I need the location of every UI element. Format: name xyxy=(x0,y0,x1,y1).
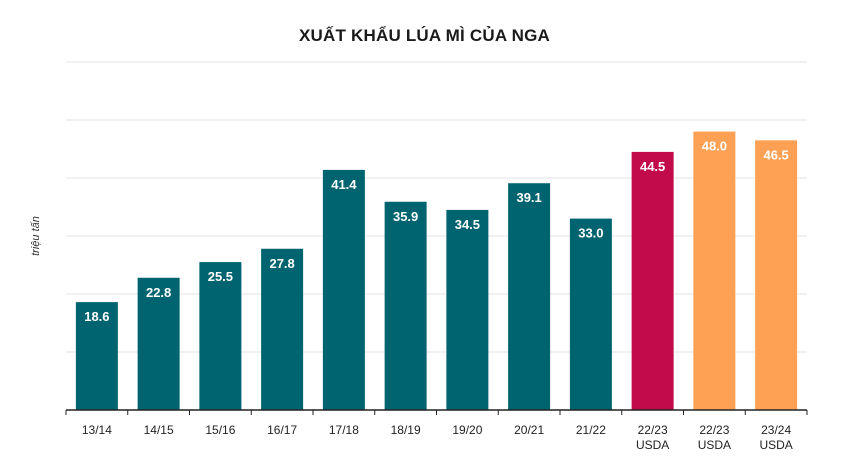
bar xyxy=(199,262,242,410)
data-label: 41.4 xyxy=(331,177,357,192)
data-label: 39.1 xyxy=(516,190,541,205)
bar xyxy=(755,140,798,411)
x-tick-label: 23/24 xyxy=(761,423,791,437)
bar xyxy=(322,169,365,410)
data-label: 46.5 xyxy=(763,147,788,162)
bar xyxy=(446,209,489,410)
x-tick-label: 13/14 xyxy=(82,423,112,437)
x-tick-label: 17/18 xyxy=(329,423,359,437)
x-tick-label: 21/22 xyxy=(576,423,606,437)
chart-title: XUẤT KHẨU LÚA MÌ CỦA NGA xyxy=(299,26,550,45)
bar xyxy=(569,218,612,410)
bar xyxy=(75,302,118,410)
x-tick-label: 22/23 xyxy=(638,423,668,437)
x-tick-label: USDA xyxy=(759,438,792,452)
x-tick-label: 20/21 xyxy=(514,423,544,437)
bar xyxy=(384,201,427,410)
x-tick-label: USDA xyxy=(636,438,669,452)
x-tick-label: 22/23 xyxy=(699,423,729,437)
data-label: 25.5 xyxy=(208,269,233,284)
data-label: 34.5 xyxy=(455,217,480,232)
data-label: 22.8 xyxy=(146,285,171,300)
bar xyxy=(693,131,736,410)
x-tick-label: 15/16 xyxy=(205,423,235,437)
bar xyxy=(508,183,551,410)
data-label: 48.0 xyxy=(702,139,727,154)
x-tick-label: 19/20 xyxy=(452,423,482,437)
x-tick-label: USDA xyxy=(698,438,731,452)
data-label: 35.9 xyxy=(393,209,418,224)
data-label: 18.6 xyxy=(84,309,109,324)
data-label: 27.8 xyxy=(269,256,294,271)
x-tick-label: 16/17 xyxy=(267,423,297,437)
bar xyxy=(137,277,180,410)
data-label: 44.5 xyxy=(640,159,665,174)
x-tick-label: 18/19 xyxy=(391,423,421,437)
data-label: 33.0 xyxy=(578,226,603,241)
x-tick-label: 14/15 xyxy=(144,423,174,437)
bar xyxy=(631,151,674,410)
bar xyxy=(261,248,304,410)
